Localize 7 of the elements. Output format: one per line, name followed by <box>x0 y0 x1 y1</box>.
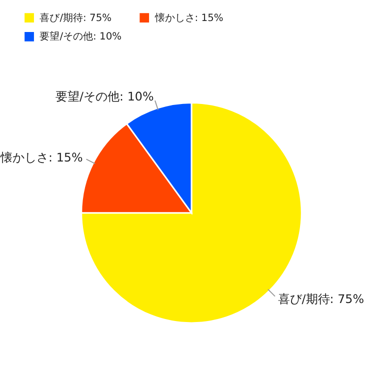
slice-label: 要望/その他: 10% <box>56 90 154 104</box>
legend-label: 喜び/期待: 75% <box>40 12 112 24</box>
slice-label: 懐かしさ: 15% <box>0 150 83 164</box>
pie-slice <box>80 102 302 324</box>
legend-label: 懐かしさ: 15% <box>154 12 224 24</box>
slice-label: 喜び/期待: 75% <box>278 292 364 306</box>
legend-label: 要望/その他: 10% <box>40 30 122 43</box>
